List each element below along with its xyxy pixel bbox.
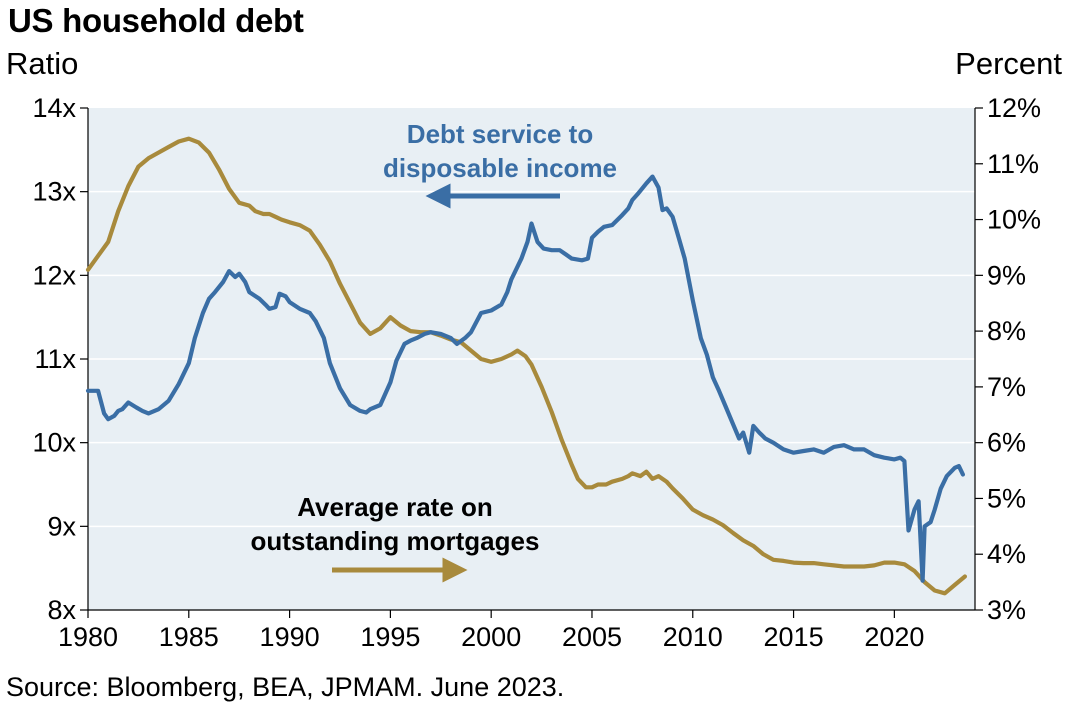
x-tick-label: 1985: [159, 622, 219, 652]
right-axis-unit: Percent: [955, 46, 1062, 81]
y-right-tick-label: 3%: [987, 595, 1026, 625]
y-right-tick-label: 4%: [987, 539, 1026, 569]
x-tick-label: 1990: [260, 622, 320, 652]
mortgage-rate-line: [85, 136, 968, 596]
y-right-tick-label: 10%: [987, 205, 1041, 235]
axes: 8x 9x 10x 11x 12x 13x 14x 3% 4% 5% 6% 7% 8% 9% 10% 11% 1…: [32, 93, 1041, 652]
chart-title: US household debt: [8, 2, 304, 39]
annotations: Debt service to disposable income Average …: [251, 119, 617, 583]
mortgage-rate-annotation: outstanding mortgages: [251, 526, 540, 556]
y-left-tick-label: 10x: [32, 428, 76, 458]
x-tick-label: 2010: [663, 622, 723, 652]
y-left-tick-label: 12x: [32, 260, 76, 290]
y-left-tick-label: 8x: [47, 595, 76, 625]
x-tick-label: 1995: [360, 622, 420, 652]
debt-service-annotation: disposable income: [383, 153, 617, 183]
y-right-tick-label: 11%: [987, 149, 1039, 179]
left-axis-unit: Ratio: [6, 46, 79, 81]
x-tick-label: 2015: [764, 622, 824, 652]
y-right-tick-label: 5%: [987, 483, 1026, 513]
y-right-tick-label: 9%: [987, 260, 1026, 290]
debt-service-line: [85, 174, 966, 583]
y-left-tick-label: 14x: [32, 93, 76, 123]
y-left-tick-label: 9x: [47, 511, 76, 541]
x-tick-label: 2020: [864, 622, 924, 652]
x-tick-label: 2000: [461, 622, 521, 652]
gridlines: [88, 190, 975, 528]
y-right-tick-label: 12%: [987, 93, 1041, 123]
y-left-tick-label: 13x: [32, 177, 76, 207]
x-tick-label: 2005: [562, 622, 622, 652]
debt-service-annotation: Debt service to: [407, 119, 593, 149]
y-left-tick-label: 11x: [34, 344, 76, 374]
series-lines: [85, 136, 968, 596]
x-tick-label: 1980: [58, 622, 118, 652]
y-right-tick-label: 6%: [987, 428, 1026, 458]
source-note: Source: Bloomberg, BEA, JPMAM. June 2023…: [6, 672, 565, 702]
y-right-tick-label: 8%: [987, 316, 1026, 346]
mortgage-rate-annotation: Average rate on: [297, 492, 493, 522]
y-right-tick-label: 7%: [987, 372, 1026, 402]
